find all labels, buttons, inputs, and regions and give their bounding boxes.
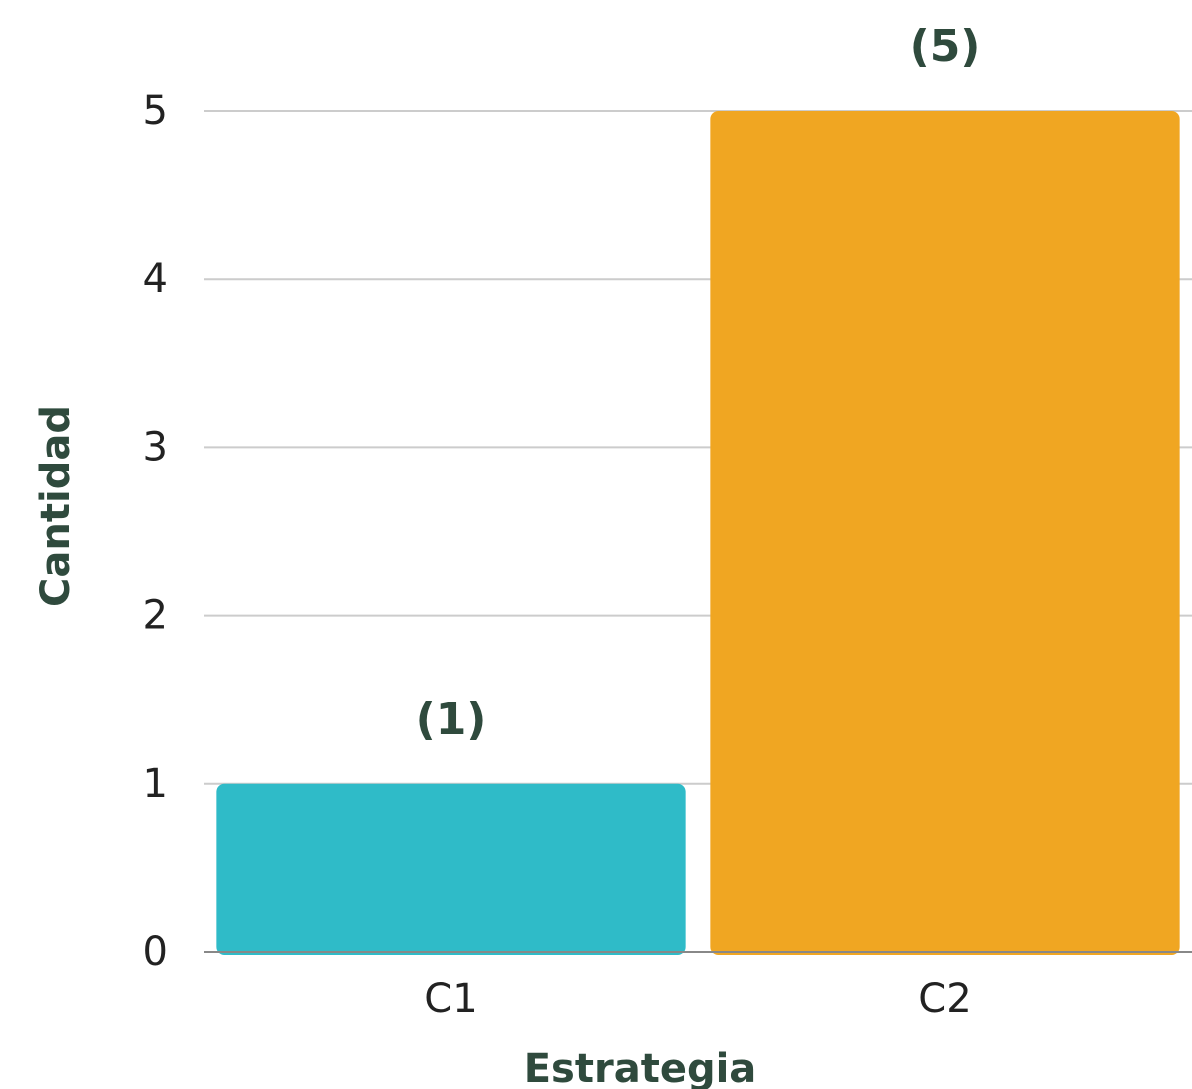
y-tick-label: 2 bbox=[143, 593, 168, 639]
y-tick-label: 1 bbox=[143, 761, 168, 807]
y-axis-title: Cantidad bbox=[33, 405, 79, 607]
data-label-c2: (5) bbox=[910, 21, 981, 72]
bar-c2 bbox=[710, 111, 1180, 955]
x-axis-title: Estrategia bbox=[524, 1046, 757, 1089]
y-tick-label: 4 bbox=[143, 256, 168, 302]
y-tick-label: 5 bbox=[143, 88, 168, 134]
data-label-c1: (1) bbox=[416, 694, 487, 745]
y-tick-label: 3 bbox=[143, 424, 168, 470]
x-tick-label-c2: C2 bbox=[918, 976, 971, 1022]
x-tick-label-c1: C1 bbox=[424, 976, 477, 1022]
x-tick-labels: C1 C2 bbox=[424, 976, 971, 1022]
data-labels: (1) (5) bbox=[416, 21, 981, 745]
bars bbox=[216, 111, 1180, 955]
y-tick-label: 0 bbox=[143, 929, 168, 975]
bar-c1 bbox=[216, 783, 686, 955]
y-tick-labels: 0 1 2 3 4 5 bbox=[143, 88, 168, 975]
